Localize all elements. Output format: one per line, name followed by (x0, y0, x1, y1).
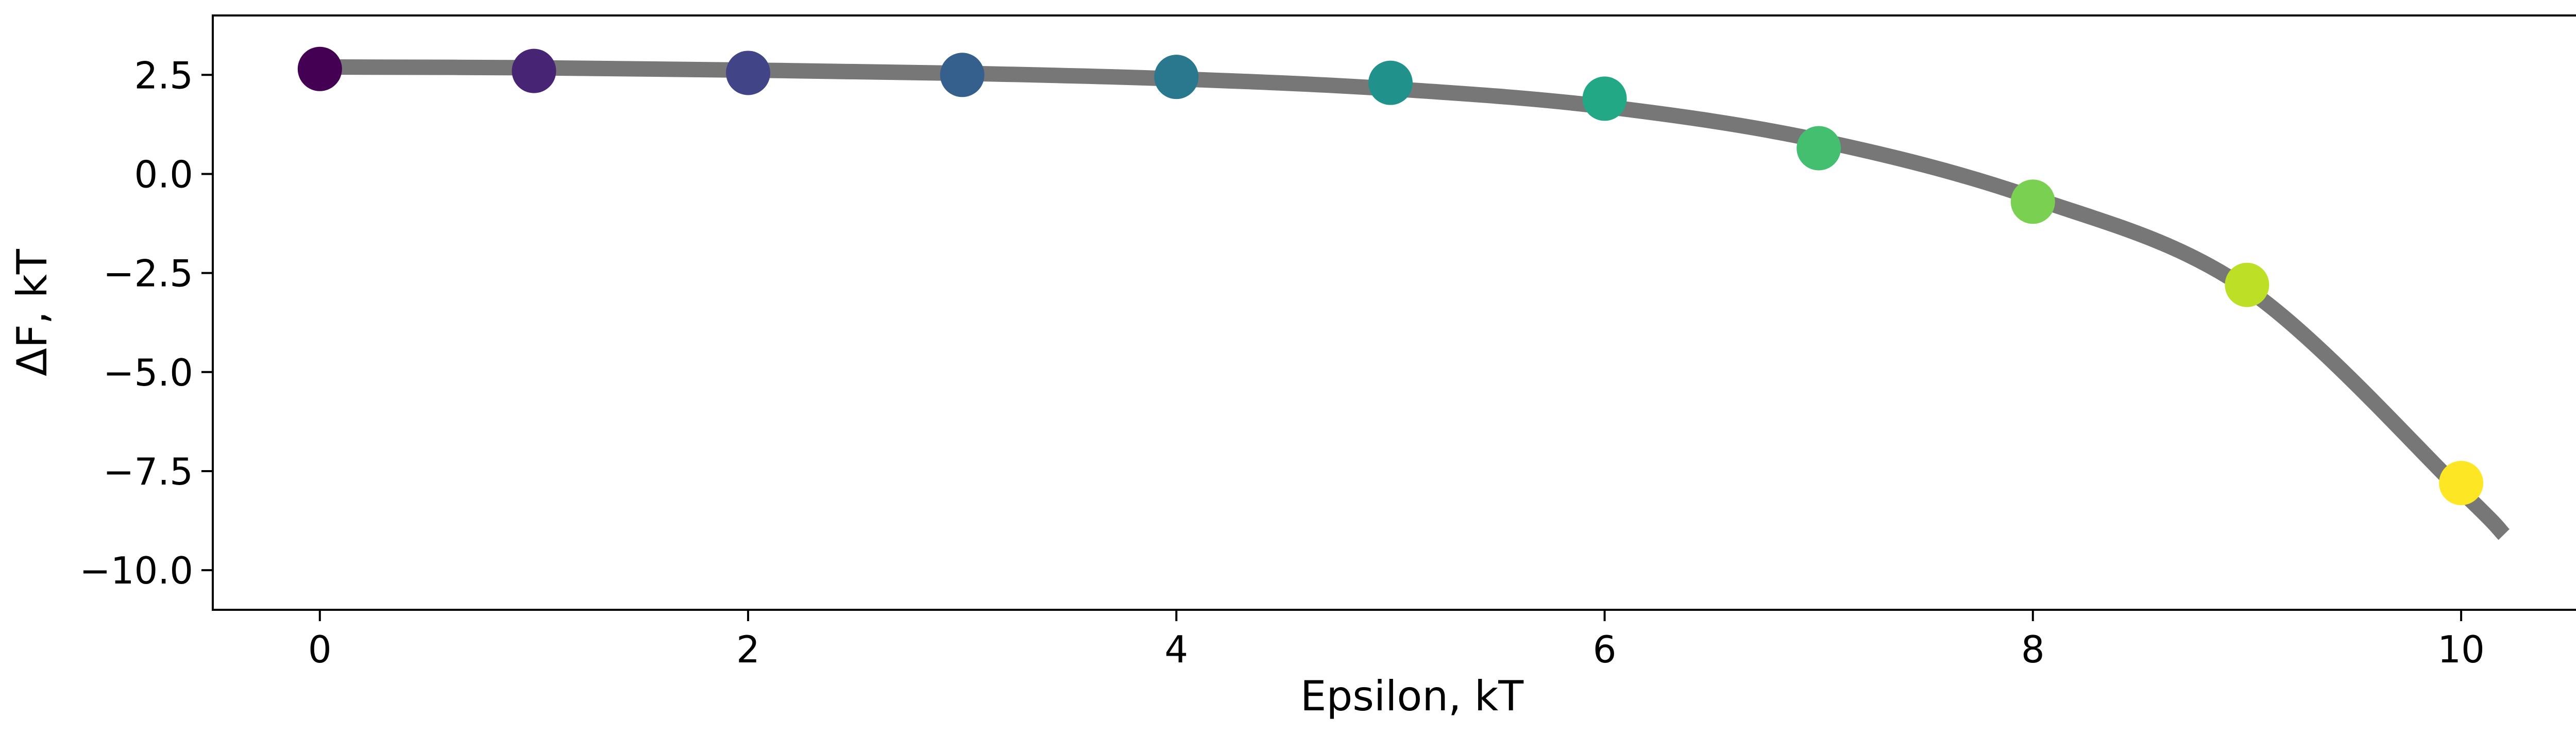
data-point (297, 46, 342, 91)
plot-area (297, 46, 2510, 540)
x-tick-label: 10 (2437, 628, 2485, 671)
y-tick-label: −2.5 (103, 252, 193, 295)
x-tick-label: 2 (736, 628, 760, 671)
data-point (1797, 126, 1841, 171)
data-point (2439, 461, 2484, 506)
plot-frame (212, 14, 2576, 611)
x-tick-label: 6 (1593, 628, 1617, 671)
data-point (1368, 60, 1413, 105)
fit-curve (319, 59, 2510, 540)
y-tick-label: −10.0 (79, 549, 193, 592)
data-point (512, 48, 556, 93)
data-point (1582, 76, 1627, 121)
y-tick-label: −7.5 (103, 450, 193, 493)
y-axis: 2.5 0.0 −2.5 −5.0 −7.5 −10.0 (79, 54, 213, 592)
x-tick-label: 4 (1164, 628, 1188, 671)
x-axis: 0 2 4 6 8 10 (308, 610, 2485, 671)
y-tick-label: −5.0 (103, 351, 193, 394)
data-point (2010, 179, 2055, 224)
x-tick-label: 8 (2021, 628, 2045, 671)
y-tick-label: 0.0 (134, 153, 193, 196)
data-point (2225, 262, 2269, 307)
y-axis-label: ΔF, kT (8, 248, 56, 376)
data-point (1154, 55, 1199, 99)
data-point (940, 53, 985, 97)
x-axis-label: Epsilon, kT (1300, 672, 1524, 720)
data-point (726, 51, 771, 95)
y-tick-label: 2.5 (134, 54, 193, 97)
x-tick-label: 0 (308, 628, 332, 671)
